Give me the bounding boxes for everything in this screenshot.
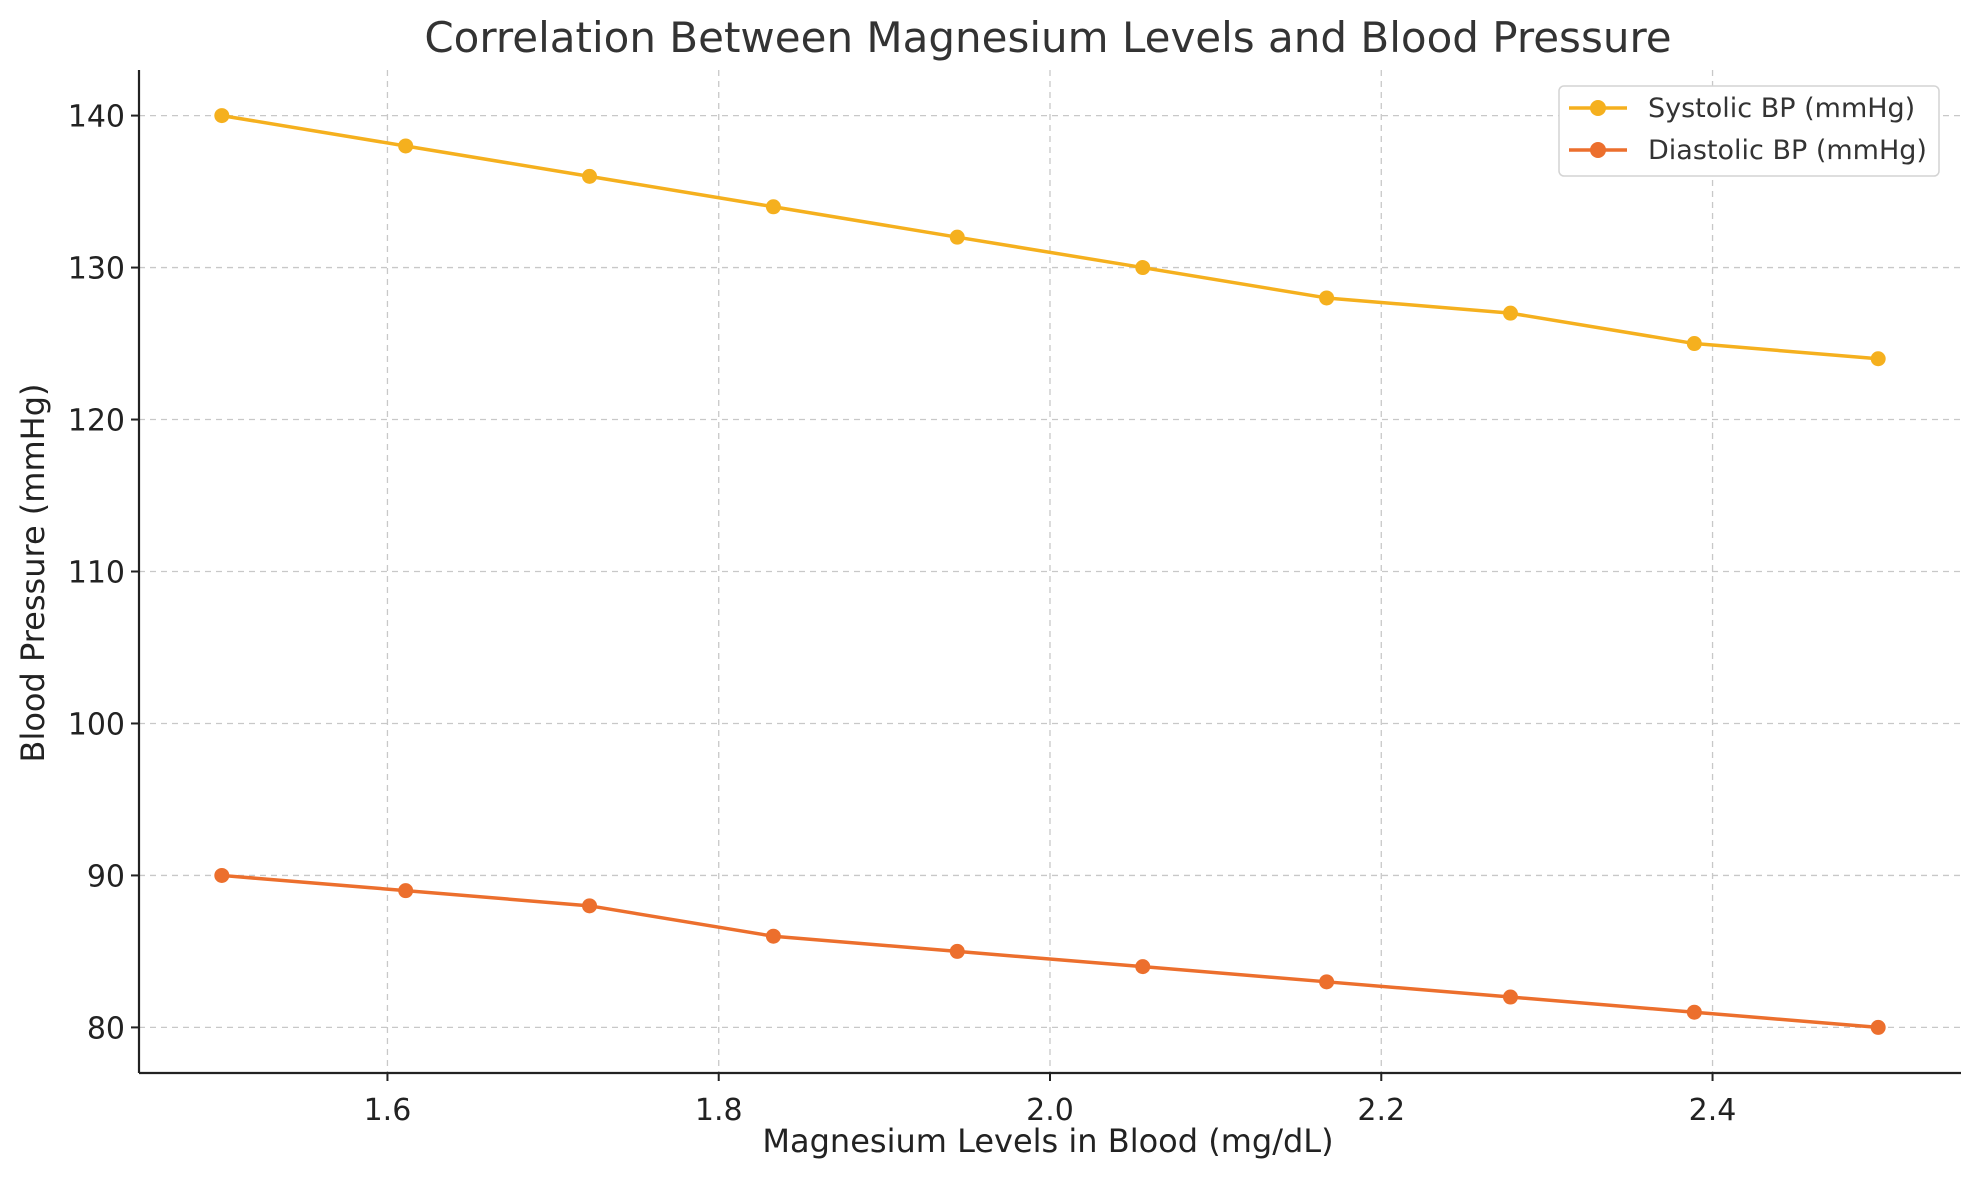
data-point-diastolic-bp-mmhg — [1319, 974, 1335, 990]
y-axis-label: Blood Pressure (mmHg) — [14, 384, 52, 763]
legend-marker-diastolic — [1590, 142, 1606, 158]
y-tick-label: 80 — [87, 1011, 125, 1046]
data-point-diastolic-bp-mmhg — [582, 898, 598, 914]
legend-label-systolic: Systolic BP (mmHg) — [1648, 93, 1915, 124]
data-point-systolic-bp-mmhg — [1135, 260, 1151, 276]
data-point-systolic-bp-mmhg — [1870, 351, 1886, 367]
data-point-diastolic-bp-mmhg — [1502, 989, 1518, 1005]
x-tick-label: 2.0 — [1026, 1093, 1074, 1128]
y-tick-label: 120 — [68, 404, 125, 439]
data-point-systolic-bp-mmhg — [214, 108, 230, 124]
data-point-systolic-bp-mmhg — [949, 229, 965, 245]
series — [214, 108, 1886, 1035]
chart-title: Correlation Between Magnesium Levels and… — [424, 13, 1671, 62]
x-axis-label: Magnesium Levels in Blood (mg/dL) — [762, 1122, 1333, 1160]
data-point-systolic-bp-mmhg — [1686, 336, 1702, 352]
data-point-diastolic-bp-mmhg — [1870, 1019, 1886, 1035]
x-tick-label: 2.2 — [1357, 1093, 1405, 1128]
series-line-diastolic-bp-mmhg — [220, 873, 1880, 1030]
data-point-systolic-bp-mmhg — [1319, 290, 1335, 306]
legend-marker-systolic — [1590, 100, 1606, 116]
y-tick-label: 110 — [68, 556, 125, 591]
y-tick-label: 100 — [68, 707, 125, 742]
x-tick-label: 1.6 — [364, 1093, 412, 1128]
y-tick-label: 90 — [87, 859, 125, 894]
data-point-diastolic-bp-mmhg — [214, 867, 230, 883]
data-point-diastolic-bp-mmhg — [949, 943, 965, 959]
legend: Systolic BP (mmHg) Diastolic BP (mmHg) — [1558, 85, 1940, 177]
data-point-systolic-bp-mmhg — [398, 138, 414, 154]
data-point-diastolic-bp-mmhg — [765, 928, 781, 944]
legend-label-diastolic: Diastolic BP (mmHg) — [1648, 135, 1927, 166]
data-point-diastolic-bp-mmhg — [1686, 1004, 1702, 1020]
data-point-systolic-bp-mmhg — [582, 168, 598, 184]
data-point-systolic-bp-mmhg — [1502, 305, 1518, 321]
data-point-diastolic-bp-mmhg — [398, 883, 414, 899]
data-point-diastolic-bp-mmhg — [1135, 959, 1151, 975]
y-tick-label: 130 — [68, 252, 125, 287]
legend-frame — [1558, 85, 1940, 177]
x-tick-label: 1.8 — [695, 1093, 743, 1128]
y-tick-label: 140 — [68, 100, 125, 135]
x-tick-label: 2.4 — [1689, 1093, 1737, 1128]
data-point-systolic-bp-mmhg — [765, 199, 781, 215]
series-line-systolic-bp-mmhg — [220, 113, 1880, 361]
ticks: 1.6 1.8 2.0 2.2 2.4 80 90 100 110 120 130 140 — [68, 100, 1737, 1128]
